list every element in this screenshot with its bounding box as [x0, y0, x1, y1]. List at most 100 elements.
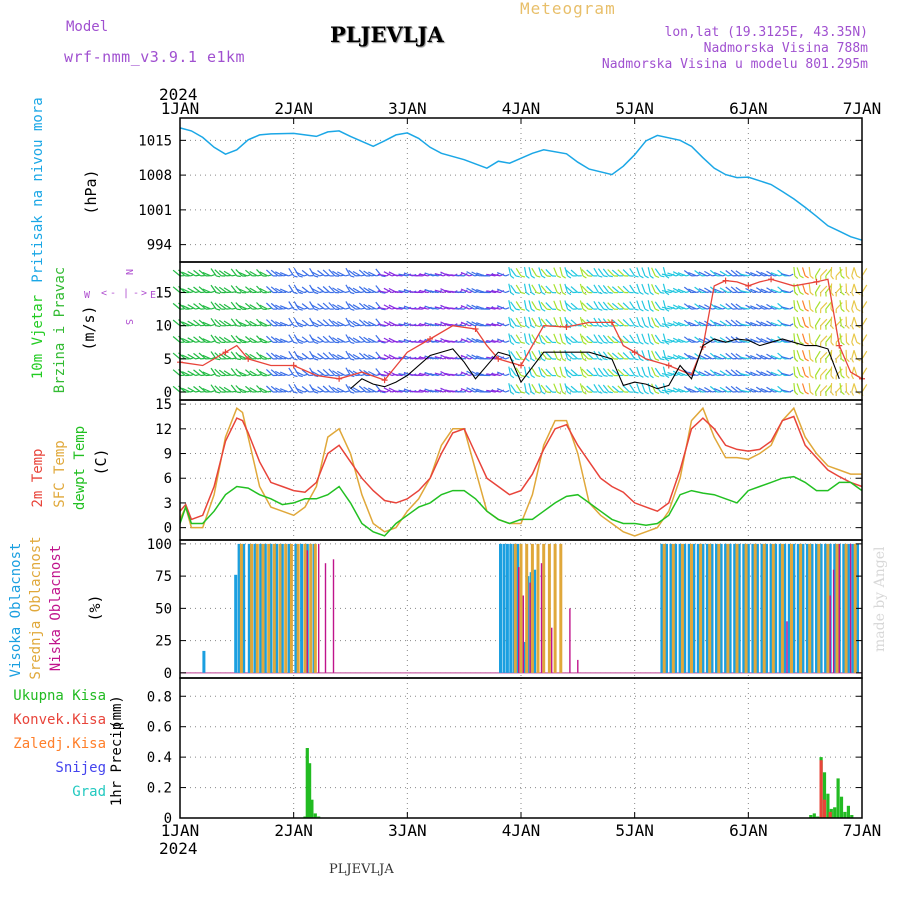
wind-barb-head	[655, 325, 660, 328]
wind-barb-head	[298, 325, 303, 328]
wind-barb	[677, 338, 687, 343]
x-tick-label-bottom: 5JAN	[615, 821, 654, 840]
wind-barb	[288, 317, 295, 327]
y-tick-label: 50	[155, 601, 172, 617]
wind-barb	[393, 274, 403, 277]
wind-barb	[230, 285, 238, 293]
wind-barb	[739, 306, 749, 310]
wind-barb-head	[360, 357, 365, 360]
wind-barb	[540, 334, 548, 343]
wind-barb-head	[505, 373, 510, 377]
wind-barb	[363, 270, 372, 277]
wind-barb	[641, 300, 646, 310]
wind-barb-head	[603, 358, 608, 361]
wind-barb-head	[809, 391, 814, 396]
wind-barb	[363, 320, 372, 327]
wind-barb	[667, 322, 677, 327]
wind-barb	[531, 317, 538, 327]
wind-barb-head	[804, 358, 809, 362]
wind-barb	[398, 290, 408, 294]
wind-barb	[214, 368, 222, 376]
wind-barb-head	[598, 308, 603, 311]
wind-barb	[230, 318, 238, 327]
cloud-bar-high	[760, 543, 764, 673]
cloud-bar-low	[522, 595, 524, 673]
wind-barb	[265, 319, 274, 327]
wind-barb-head	[712, 390, 717, 393]
wind-barb-head	[267, 290, 272, 294]
wind-barb-head	[505, 356, 510, 360]
wind-barb-head	[525, 308, 530, 312]
wind-barb	[830, 266, 833, 276]
wind-barb	[820, 285, 828, 293]
wind-barb	[531, 334, 538, 343]
wind-barb	[345, 284, 352, 293]
wind-barb	[851, 283, 855, 293]
wind-barb-head	[381, 391, 386, 394]
wind-barb	[654, 301, 661, 310]
wind-barb-head	[582, 341, 587, 345]
y-tick-label: 994	[147, 238, 172, 254]
wind-barb-head	[603, 275, 608, 278]
wind-barb	[345, 334, 352, 343]
wind-barb	[808, 300, 811, 310]
wind-barb-head	[536, 391, 541, 394]
wind-barb	[393, 373, 403, 377]
wind-barb-head	[231, 274, 236, 277]
wind-barb	[780, 389, 790, 393]
wind-barb	[540, 384, 548, 393]
wind-barb	[210, 334, 217, 343]
cloud-bar-high	[774, 543, 778, 673]
wind-barb	[279, 338, 289, 343]
wind-barb-head	[556, 275, 562, 279]
wind-barb-head	[216, 275, 221, 278]
cloud-bar-mid	[542, 543, 546, 673]
wind-barb	[617, 302, 625, 310]
wind-barb	[760, 304, 770, 310]
wind-barb	[471, 288, 480, 294]
wind-barb-head	[851, 391, 855, 396]
wind-barb	[429, 307, 439, 310]
wind-barb	[739, 356, 749, 360]
wind-barb-head	[794, 358, 799, 362]
wind-barb	[230, 334, 238, 343]
compass-dash: -	[133, 288, 139, 299]
wind-barb	[531, 301, 538, 310]
wind-barb	[383, 320, 393, 327]
wind-barb-head	[510, 292, 515, 296]
wind-barb	[214, 302, 222, 310]
wind-barb	[694, 336, 703, 343]
wind-barb	[193, 303, 202, 310]
x-tick-label-bottom: 3JAN	[388, 821, 427, 840]
wind-barb-head	[210, 290, 215, 294]
y-tick-label: 15	[155, 286, 172, 302]
wind-barb-head	[210, 323, 215, 327]
wind-barb-head	[288, 323, 293, 327]
wind-barb	[398, 306, 408, 310]
wind-barb	[641, 383, 646, 393]
wind-barb-head	[639, 275, 644, 279]
precip-bar-total	[839, 796, 844, 818]
wind-barb	[270, 302, 279, 310]
wind-axis-subtitle: Brzina i Pravac	[52, 267, 68, 393]
wind-gust-marker	[472, 326, 479, 333]
precip-bar-convective	[819, 760, 823, 818]
cloud-bar-high	[778, 543, 782, 673]
wind-barb-head	[257, 291, 262, 294]
wind-gust-marker	[427, 335, 434, 342]
wind-barb	[808, 283, 811, 293]
wind-barb	[368, 387, 377, 393]
wind-barb	[275, 271, 284, 277]
wind-barb	[677, 371, 687, 377]
elevation-label: Nadmorska Visina 788m	[703, 41, 868, 56]
y-tick-label: 0	[164, 811, 172, 827]
wind-barb	[393, 390, 403, 393]
wind-barb-head	[216, 374, 221, 377]
wind-barb	[540, 301, 548, 310]
wind-barb-head	[236, 308, 241, 311]
wind-barb	[301, 319, 310, 327]
wind-barb	[317, 353, 326, 360]
wind-barb	[358, 335, 367, 343]
wind-barb	[172, 269, 181, 277]
wind-barb	[368, 271, 377, 277]
